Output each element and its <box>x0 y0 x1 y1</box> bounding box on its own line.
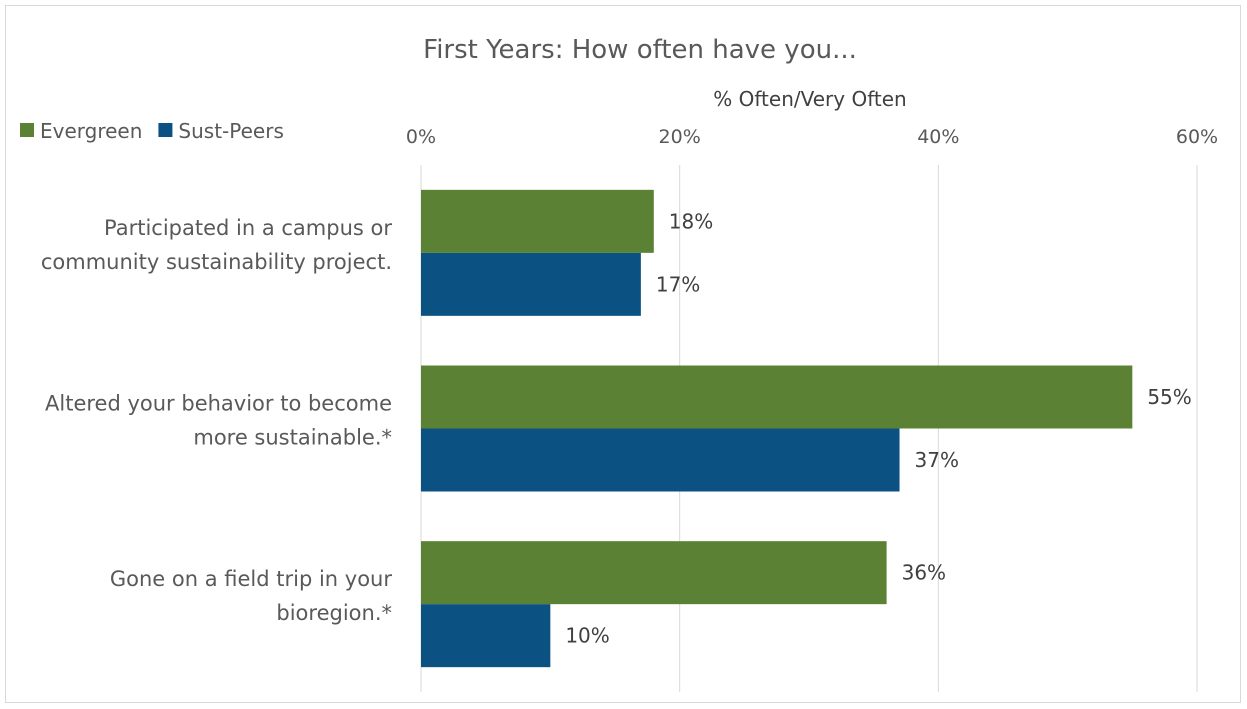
x-tick-label: 20% <box>659 126 701 148</box>
data-label: 36% <box>902 561 946 585</box>
x-axis-title: % Often/Very Often <box>713 87 906 111</box>
legend-swatch <box>158 123 173 137</box>
data-label: 55% <box>1147 385 1191 409</box>
data-label: 18% <box>669 209 713 233</box>
legend-label: Evergreen <box>40 119 142 143</box>
data-label: 37% <box>915 448 959 472</box>
bar-evergreen <box>421 541 887 605</box>
x-tick-label: 60% <box>1176 126 1218 148</box>
x-tick-label: 40% <box>917 126 959 148</box>
chart-title: First Years: How often have you... <box>423 35 857 65</box>
bar-sust-peers <box>421 428 900 492</box>
data-labels: 18% 17% 55% 37% 36% 10% <box>565 209 1191 647</box>
category-label: more sustainable.* <box>193 426 392 450</box>
category-label: Altered your behavior to become <box>45 392 392 416</box>
category-label: bioregion.* <box>276 601 392 625</box>
data-label: 10% <box>565 624 609 648</box>
x-tick-label: 0% <box>406 126 436 148</box>
legend: Evergreen Sust-Peers <box>20 119 284 143</box>
bar-evergreen <box>421 365 1133 429</box>
data-label: 17% <box>656 272 700 296</box>
category-labels: Participated in a campus or community sus… <box>41 216 393 625</box>
category-label: Gone on a field trip in your <box>110 567 393 591</box>
bar-sust-peers <box>421 252 641 316</box>
category-label: Participated in a campus or <box>104 216 392 240</box>
x-axis-ticks: 0% 20% 40% 60% <box>406 126 1218 148</box>
category-label: community sustainability project. <box>41 250 392 274</box>
chart-frame <box>5 5 1241 703</box>
bar-evergreen <box>421 189 654 253</box>
legend-swatch <box>20 123 34 137</box>
legend-label: Sust-Peers <box>178 119 283 143</box>
bars <box>421 189 1133 668</box>
bar-sust-peers <box>421 604 551 668</box>
